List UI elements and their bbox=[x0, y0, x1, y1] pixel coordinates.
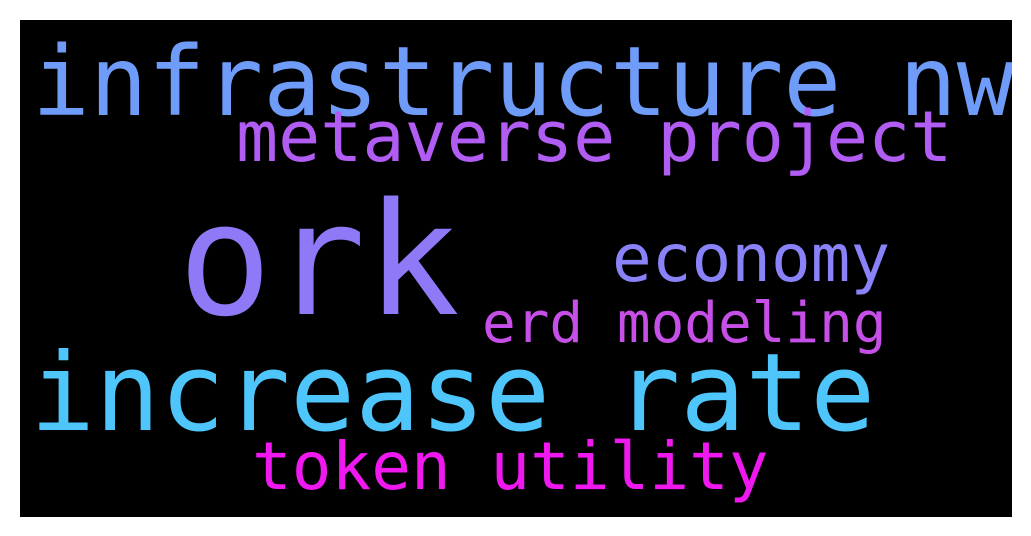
word-infrastructure-nwo: infrastructure nwo bbox=[32, 26, 1012, 138]
word-metaverse-project: metaverse project bbox=[236, 96, 953, 178]
word-ork: ork bbox=[178, 169, 460, 351]
word-economy: economy bbox=[612, 220, 891, 297]
word-token-utility: token utility bbox=[252, 428, 769, 505]
word-cloud-canvas: infrastructure nwo metaverse project ork… bbox=[20, 20, 1012, 517]
word-increase-rate: increase rate bbox=[30, 331, 876, 456]
word-erd-modeling: erd modeling bbox=[482, 291, 887, 356]
